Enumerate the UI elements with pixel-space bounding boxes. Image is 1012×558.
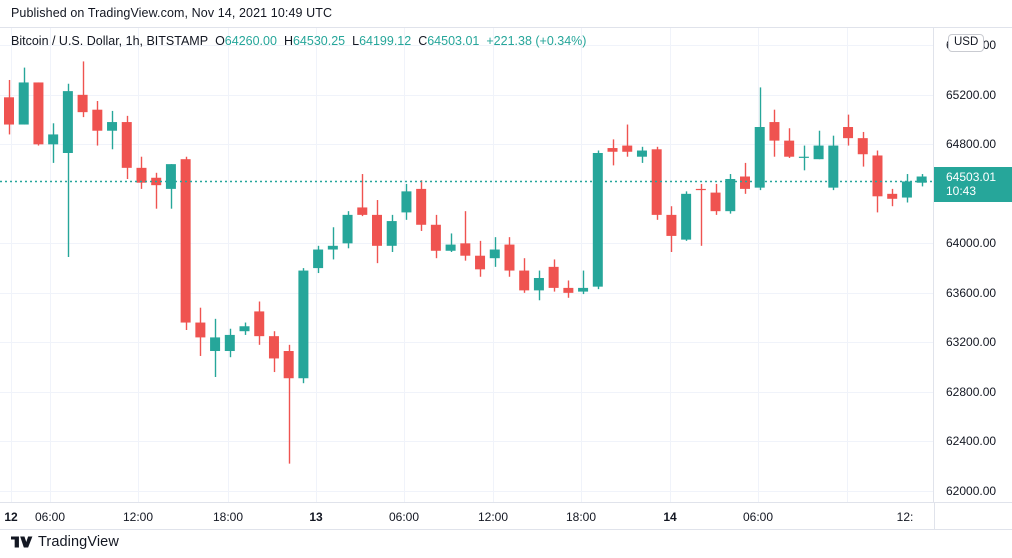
current-price-time: 10:43: [946, 184, 977, 199]
chart-frame: 65600.0065200.0064800.0064000.0063600.00…: [0, 27, 1012, 530]
time-axis[interactable]: 12 06:00 12:00 18:00 13 06:00 12:00 18:00 14 06:0…: [0, 502, 934, 530]
chart-legend: Bitcoin / U.S. Dollar, 1h, BITSTAMP O6426…: [11, 34, 586, 48]
chart-pane[interactable]: [0, 28, 934, 502]
price-axis-label: 62800.00: [946, 384, 997, 399]
candlestick-svg: [0, 28, 933, 502]
currency-badge[interactable]: USD: [948, 34, 985, 52]
legend-close-key: C: [418, 34, 428, 48]
time-axis-label: 18:00: [565, 510, 597, 524]
price-axis-label: 63600.00: [946, 285, 997, 300]
tradingview-footer: TradingView: [11, 534, 119, 550]
time-axis-label: 18:00: [212, 510, 244, 524]
time-axis-label: 14: [663, 510, 677, 524]
legend-open-value: 64260.00: [224, 34, 277, 48]
legend-open-key: O: [215, 34, 225, 48]
price-axis-label: 62000.00: [946, 483, 997, 498]
axis-corner: [934, 502, 1012, 530]
legend-low-value: 64199.12: [359, 34, 412, 48]
tradingview-logo-icon: [11, 535, 33, 549]
price-axis-label: 63200.00: [946, 335, 997, 350]
price-axis-label: 65200.00: [946, 87, 997, 102]
price-axis[interactable]: 65600.0065200.0064800.0064000.0063600.00…: [934, 28, 1012, 502]
current-price-tag: 64503.01 10:43: [934, 167, 1012, 203]
legend-change: +221.38 (+0.34%): [486, 34, 587, 48]
time-axis-label: 12:00: [477, 510, 509, 524]
legend-high-value: 64530.25: [292, 34, 346, 48]
time-axis-label: 06:00: [34, 510, 66, 524]
current-price-value: 64503.01: [946, 170, 997, 185]
published-caption: Published on TradingView.com, Nov 14, 20…: [11, 6, 333, 20]
time-axis-label: 12:00: [122, 510, 154, 524]
price-axis-label: 64800.00: [946, 137, 997, 152]
time-axis-label: 06:00: [388, 510, 420, 524]
time-axis-label: 12: [4, 510, 18, 524]
legend-high-key: H: [283, 34, 293, 48]
price-axis-label: 62400.00: [946, 434, 997, 449]
price-axis-label: 64000.00: [946, 236, 997, 251]
legend-low-key: L: [352, 34, 360, 48]
time-axis-label: 06:00: [742, 510, 774, 524]
legend-close-value: 64503.01: [427, 34, 480, 48]
time-axis-label: 12:: [896, 510, 914, 524]
tradingview-brand-label: TradingView: [38, 534, 119, 550]
legend-symbol[interactable]: Bitcoin / U.S. Dollar, 1h, BITSTAMP: [11, 34, 209, 48]
time-axis-label: 13: [309, 510, 323, 524]
